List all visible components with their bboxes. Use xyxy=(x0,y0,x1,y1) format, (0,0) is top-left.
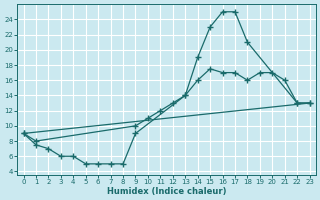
X-axis label: Humidex (Indice chaleur): Humidex (Indice chaleur) xyxy=(107,187,226,196)
